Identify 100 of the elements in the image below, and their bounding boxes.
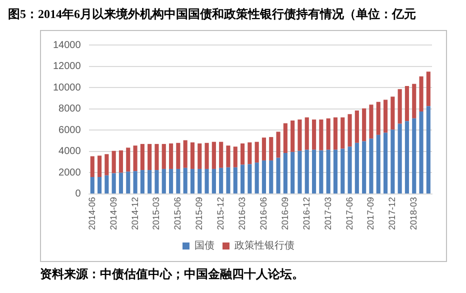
bar [298,119,302,151]
bar [283,153,288,194]
bar [212,142,216,169]
chart-title: 图5：2014年6月以来境外机构中国国债和政策性银行债持有情况（单位：亿元 [8,6,416,23]
bar [383,100,388,133]
legend-label: 政策性银行债 [234,240,294,252]
x-tick-label: 2016-09 [280,196,290,230]
x-tick-label: 2018-03 [408,196,419,230]
x-tick-label: 2017-03 [322,196,333,230]
bar [118,150,124,173]
bar [198,143,202,169]
bar [419,76,424,112]
bar [219,168,224,194]
bar [90,176,94,194]
bar [262,138,266,160]
bar [190,142,195,169]
bar [126,148,130,172]
bar [212,168,216,194]
bar [354,142,359,194]
bar [126,172,130,194]
bar [426,106,430,194]
bar [162,144,166,169]
bar [226,146,230,168]
y-tick-label: 12000 [52,61,82,72]
bar [354,110,359,143]
bar [362,141,366,194]
bar [348,146,352,194]
bar [240,143,245,165]
bar [269,160,274,194]
bar [176,168,180,194]
bar [154,170,159,194]
bar [319,119,324,150]
x-tick-label: 2014-06 [86,196,97,230]
bar [340,148,345,194]
bar [198,168,202,194]
bar [248,142,252,164]
x-tick-label: 2015-06 [172,196,183,230]
bar [204,142,209,169]
bar [254,142,259,163]
bar [233,146,238,168]
bar [140,144,144,170]
bar [383,132,388,194]
bar [390,130,395,194]
bar [290,152,295,194]
bar [240,164,245,194]
bar [276,158,280,194]
bar [112,173,116,194]
bar [97,176,102,194]
bar [276,132,280,158]
bar [104,154,109,176]
bar [369,104,374,139]
bar [398,124,402,194]
bar [290,120,295,152]
x-tick-label: 2014-09 [108,196,118,230]
bar [404,86,410,122]
bar [154,144,159,170]
bar [233,167,238,194]
bar [168,168,174,194]
bar [412,118,416,194]
bar [148,144,152,170]
bar [298,150,302,194]
y-tick-label: 4000 [58,146,82,158]
bar [148,170,152,194]
x-tick-label: 2017-06 [344,196,354,230]
bar [369,138,374,194]
bar [162,168,166,194]
bar [226,167,230,194]
bar [376,102,380,135]
x-tick-label: 2016-03 [237,196,248,230]
bar [168,143,174,169]
bar [326,150,330,194]
y-tick-label: 8000 [58,104,82,115]
bar [140,170,144,194]
bar [112,150,116,174]
bar [404,121,410,194]
bar [412,84,416,118]
bar [348,114,352,147]
bar [190,168,195,194]
bar [97,156,102,177]
x-tick-label: 2015-03 [151,196,162,230]
bar [204,168,209,194]
bar [219,142,224,168]
bar [183,168,188,194]
x-tick-label: 2015-12 [216,196,226,230]
bar [304,117,309,150]
y-tick-label: 14000 [52,40,82,51]
bar [283,123,288,154]
y-tick-label: 10000 [52,82,82,94]
bar [426,72,430,106]
bar [319,150,324,194]
x-tick-label: 2014-12 [130,196,140,230]
bar [376,134,380,194]
x-tick-label: 2017-12 [387,196,398,230]
y-tick-label: 0 [75,188,82,200]
bar [326,118,330,150]
bar [90,156,94,177]
text: 资料来源：中债估值中心；中国金融四十人论坛。 [40,266,304,283]
bar [262,160,266,194]
bar [362,108,366,142]
bar [390,96,395,130]
